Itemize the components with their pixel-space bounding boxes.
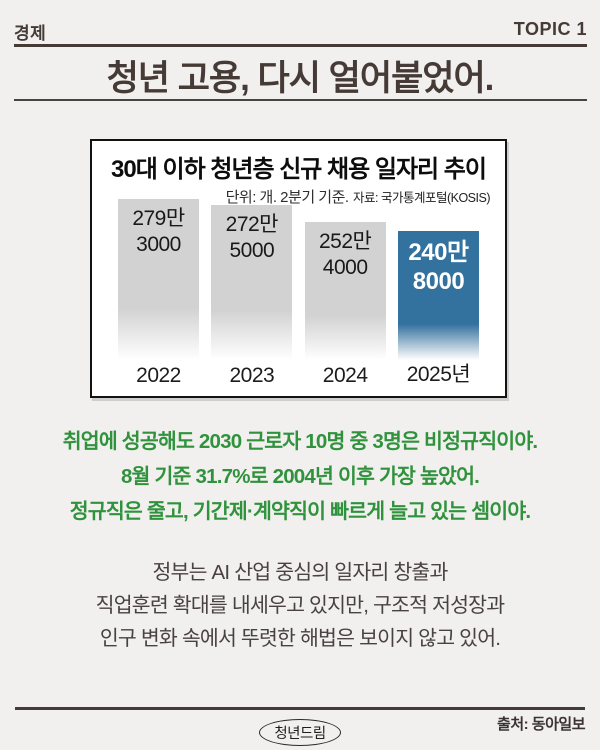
footer-divider xyxy=(15,707,585,710)
green-line-3: 정규직은 줄고, 기간제·계약직이 빠르게 늘고 있는 셈이야. xyxy=(69,500,531,523)
bar-value-2025: 240만 8000 xyxy=(408,239,469,295)
chart-unit-note: 단위: 개. 2분기 기준. xyxy=(225,189,349,206)
bar-column-2023: 272만 5000 2023 xyxy=(211,205,293,390)
bar-column-2025: 240만 8000 2025년 xyxy=(397,231,479,390)
green-line-2: 8월 기준 31.7%로 2004년 이후 가장 높았어. xyxy=(120,465,480,488)
commentary-dark: 정부는 AI 산업 중심의 일자리 창출과 직업훈련 확대를 내세우고 있지만,… xyxy=(0,556,600,655)
bar-column-2024: 252만 4000 2024 xyxy=(304,222,386,390)
bar-2022: 279만 3000 xyxy=(118,199,199,360)
topic-label: TOPIC 1 xyxy=(513,19,587,39)
bar-2024: 252만 4000 xyxy=(304,222,386,360)
bar-value-2023: 272만 5000 xyxy=(225,213,279,262)
dark-line-2: 직업훈련 확대를 내세우고 있지만, 구조적 저성장과 xyxy=(95,594,505,617)
chart-title: 30대 이하 청년층 신규 채용 일자리 추이 xyxy=(111,156,487,183)
axis-label-2022: 2022 xyxy=(136,364,181,387)
chart-source-note: 자료: 국가통계포털(KOSIS) xyxy=(353,191,490,205)
axis-label-2024: 2024 xyxy=(322,364,368,387)
header-divider-thick xyxy=(14,44,587,47)
brand-badge: 청년드림 xyxy=(259,719,341,746)
page-title: 청년 고용, 다시 얼어붙었어. xyxy=(106,59,495,98)
axis-label-2025: 2025년 xyxy=(406,363,471,386)
bar-value-2024: 252만 4000 xyxy=(318,230,372,279)
chart-notes: 단위: 개. 2분기 기준. 자료: 국가통계포털(KOSIS) xyxy=(92,186,505,207)
dark-line-1: 정부는 AI 산업 중심의 일자리 창출과 xyxy=(152,561,448,584)
green-line-1: 취업에 성공해도 2030 근로자 10명 중 3명은 비정규직이야. xyxy=(62,430,538,453)
commentary-green: 취업에 성공해도 2030 근로자 10명 중 3명은 비정규직이야. 8월 기… xyxy=(0,424,600,529)
chart-card: 30대 이하 청년층 신규 채용 일자리 추이 단위: 개. 2분기 기준. 자… xyxy=(90,139,507,398)
bar-2023: 272만 5000 xyxy=(211,205,293,360)
dark-line-3: 인구 변화 속에서 뚜렷한 해법은 보이지 않고 있어. xyxy=(99,627,501,650)
bar-chart: 279만 3000 2022 272만 5000 2023 xyxy=(92,199,505,390)
header-divider-thin xyxy=(14,99,587,101)
bar-column-2022: 279만 3000 2022 xyxy=(118,199,199,390)
category-label: 경제 xyxy=(14,24,47,43)
axis-label-2023: 2023 xyxy=(229,364,275,387)
bar-value-2022: 279만 3000 xyxy=(132,207,185,256)
bar-2025-highlighted: 240만 8000 xyxy=(397,231,479,360)
source-credit: 출처: 동아일보 xyxy=(497,716,585,733)
